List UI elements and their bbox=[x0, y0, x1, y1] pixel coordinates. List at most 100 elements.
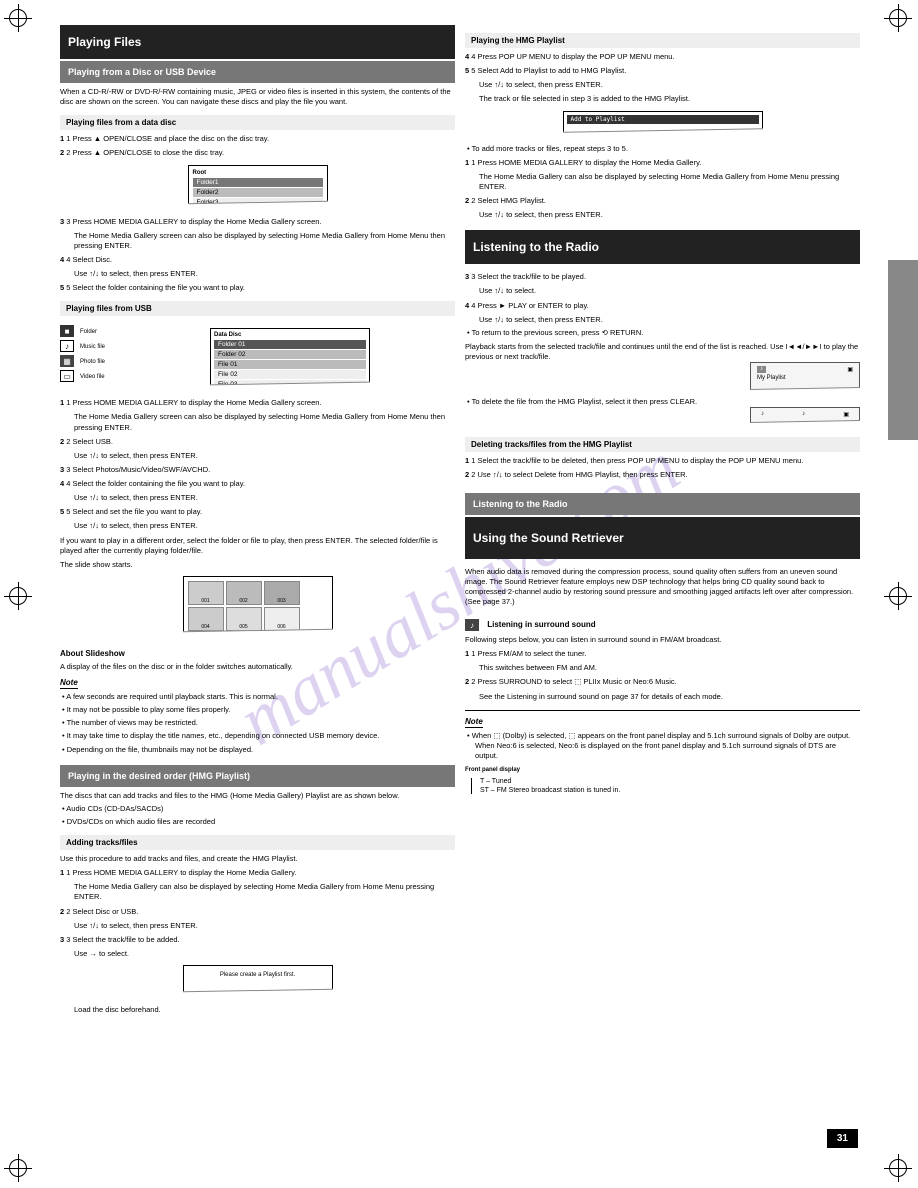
step-desc: Use ↑/↓ to select, then press ENTER. bbox=[74, 521, 455, 531]
screen-item: Folder 02 bbox=[214, 350, 366, 359]
icon-label: Video file bbox=[80, 374, 105, 380]
note-item: • The number of views may be restricted. bbox=[60, 718, 455, 728]
step-desc: Use ↑/↓ to select, then press ENTER. bbox=[479, 210, 860, 220]
usb-step-4: 4 4 Select the folder containing the fil… bbox=[60, 479, 455, 489]
reg-mark-br bbox=[884, 1154, 914, 1184]
disp-icon: ♪ bbox=[802, 411, 805, 418]
step-text: 3 Select Photos/Music/Video/SWF/AVCHD. bbox=[66, 465, 210, 474]
heading-hmg-playlist: Playing in the desired order (HMG Playli… bbox=[60, 765, 455, 787]
step-2-text: 2 Press ▲ OPEN/CLOSE to close the disc t… bbox=[66, 148, 224, 157]
indicator-tree: T – Tuned ST – FM Stereo broadcast stati… bbox=[471, 778, 860, 794]
step-desc: The track or file selected in step 3 is … bbox=[479, 94, 860, 104]
sound-retriever-desc: When audio data is removed during the co… bbox=[465, 567, 860, 608]
usb-step-2: 2 2 Select USB. bbox=[60, 437, 455, 447]
left-column: Playing Files Playing from a Disc or USB… bbox=[60, 25, 455, 1015]
play-step-1: 1 1 Press HOME MEDIA GALLERY to display … bbox=[465, 158, 860, 168]
r-step-4: 4 4 Press POP UP MENU to display the POP… bbox=[465, 52, 860, 62]
step-text: 2 Select HMG Playlist. bbox=[471, 196, 546, 205]
note-dolby: • When ⬚ (Dolby) is selected, ⬚ appears … bbox=[465, 731, 860, 761]
step-text: 5 Select and set the file you want to pl… bbox=[66, 507, 202, 516]
about-slideshow-heading: About Slideshow bbox=[60, 649, 455, 658]
heading-radio: Listening to the Radio bbox=[465, 230, 860, 264]
screen-text: Add to Playlist bbox=[567, 115, 759, 124]
note-text: It may not be possible to play some file… bbox=[67, 705, 231, 714]
step-3-text: 3 Press HOME MEDIA GALLERY to display th… bbox=[66, 217, 321, 226]
folder-icon: ■ bbox=[60, 325, 74, 337]
screen-title: Data Disc bbox=[214, 332, 366, 339]
note-text: To delete the file from the HMG Playlist… bbox=[472, 397, 698, 406]
display-playlist-b: ♪ ♪ ▣ bbox=[750, 407, 860, 427]
video-icon: ▭ bbox=[60, 370, 74, 382]
thumb: 006 bbox=[264, 607, 300, 631]
step-text: 3 Select the track/file to be played. bbox=[471, 272, 586, 281]
note-heading: Note bbox=[60, 678, 78, 689]
note-item: • It may take time to display the title … bbox=[60, 731, 455, 741]
disc-type: • Audio CDs (CD-DAs/SACDs) bbox=[60, 804, 455, 814]
screen-create-playlist: Please create a Playlist first. bbox=[183, 965, 333, 995]
surround-heading: ♪ Listening in surround sound bbox=[465, 619, 860, 631]
step-2: 2 2 Press ▲ OPEN/CLOSE to close the disc… bbox=[60, 148, 455, 158]
adding-intro: Use this procedure to add tracks and fil… bbox=[60, 854, 455, 864]
screen-text: Please create a Playlist first. bbox=[190, 972, 326, 979]
screen-item: Folder 01 bbox=[214, 340, 366, 349]
heading-deleting: Deleting tracks/files from the HMG Playl… bbox=[465, 437, 860, 452]
step-text: 5 Select Add to Playlist to add to HMG P… bbox=[471, 66, 626, 75]
icon-legend: ■Folder ♪Music file ▦Photo file ▭Video f… bbox=[60, 322, 200, 394]
step-desc: Use ↑/↓ to select, then press ENTER. bbox=[74, 921, 455, 931]
divider bbox=[465, 710, 860, 711]
step-desc: This switches between FM and AM. bbox=[479, 663, 860, 673]
usb-step-3: 3 3 Select Photos/Music/Video/SWF/AVCHD. bbox=[60, 465, 455, 475]
page-number: 31 bbox=[827, 1129, 858, 1148]
add-more-note: • To add more tracks or files, repeat st… bbox=[465, 144, 860, 154]
screen-item: Folder2 bbox=[193, 188, 323, 197]
step-1-text: 1 Press ▲ OPEN/CLOSE and place the disc … bbox=[66, 134, 269, 143]
disc-type: • DVDs/CDs on which audio files are reco… bbox=[60, 817, 455, 827]
step-3: 3 3 Press HOME MEDIA GALLERY to display … bbox=[60, 217, 455, 227]
surr-step-2: 2 2 Press SURROUND to select ⬚ PLIIx Mus… bbox=[465, 677, 860, 687]
note-text: A few seconds are required until playbac… bbox=[66, 692, 278, 701]
add-step-3: 3 3 Select the track/file to be added. bbox=[60, 935, 455, 945]
usb-step-1: 1 1 Press HOME MEDIA GALLERY to display … bbox=[60, 398, 455, 408]
disp-icon: ▣ bbox=[843, 411, 849, 418]
play-step-4: 4 4 Press ► PLAY or ENTER to play. bbox=[465, 301, 860, 311]
disp-icon: ♪ bbox=[761, 411, 764, 418]
step-text: 4 Press ► PLAY or ENTER to play. bbox=[471, 301, 588, 310]
disp-label: My Playlist bbox=[753, 374, 857, 383]
step-desc: Use ↑/↓ to select, then press ENTER. bbox=[479, 315, 860, 325]
step-text: 2 Press SURROUND to select ⬚ PLIIx Music… bbox=[471, 677, 676, 686]
del-step-2: 2 2 Use ↑/↓ to select Delete from HMG Pl… bbox=[465, 470, 860, 480]
display-playlist-a: ♪ ▣ My Playlist bbox=[750, 362, 860, 394]
step-desc: Use ↑/↓ to select. bbox=[479, 286, 860, 296]
surround-intro: Following steps below, you can listen in… bbox=[465, 635, 860, 645]
step-4: 4 4 Select Disc. bbox=[60, 255, 455, 265]
step-desc: Use ↑/↓ to select, then press ENTER. bbox=[74, 493, 455, 503]
disp-icon: ▣ bbox=[847, 366, 853, 373]
step-text: 1 Select the track/file to be deleted, t… bbox=[471, 456, 803, 465]
step-desc: The Home Media Gallery can also be displ… bbox=[74, 882, 455, 902]
screen-item: File 03 bbox=[214, 380, 366, 389]
step-desc: Use → to select. bbox=[74, 949, 455, 959]
heading-usb: Playing files from USB bbox=[60, 301, 455, 316]
front-panel-label: Front panel display bbox=[465, 767, 860, 774]
thumb: 003 bbox=[264, 581, 300, 605]
reg-mark-bl bbox=[4, 1154, 34, 1184]
heading-playing-disc-usb: Playing from a Disc or USB Device bbox=[60, 61, 455, 83]
screen-root-folders: Root Folder1 Folder2 Folder3 bbox=[188, 165, 328, 207]
screen-item: File 02 bbox=[214, 370, 366, 379]
step-text: 1 Press HOME MEDIA GALLERY to display th… bbox=[471, 158, 701, 167]
heading-playing-files: Playing Files bbox=[60, 25, 455, 59]
music-icon: ♪ bbox=[465, 619, 479, 631]
reg-mark-tr bbox=[884, 4, 914, 34]
side-tab bbox=[888, 260, 918, 440]
screen-add-playlist: Add to Playlist bbox=[563, 111, 763, 135]
manual-page: manualshive.com Playing Files Playing fr… bbox=[0, 0, 918, 1188]
note-text: The number of views may be restricted. bbox=[67, 718, 198, 727]
step-text: 2 Select USB. bbox=[66, 437, 113, 446]
step-desc: The Home Media Gallery screen can also b… bbox=[74, 412, 455, 432]
tree-item: ST – FM Stereo broadcast station is tune… bbox=[480, 787, 860, 794]
screen-item: File 01 bbox=[214, 360, 366, 369]
music-icon: ♪ bbox=[60, 340, 74, 352]
step-5: 5 5 Select the folder containing the fil… bbox=[60, 283, 455, 293]
step-5-text: 5 Select the folder containing the file … bbox=[66, 283, 245, 292]
add-step-2: 2 2 Select Disc or USB. bbox=[60, 907, 455, 917]
